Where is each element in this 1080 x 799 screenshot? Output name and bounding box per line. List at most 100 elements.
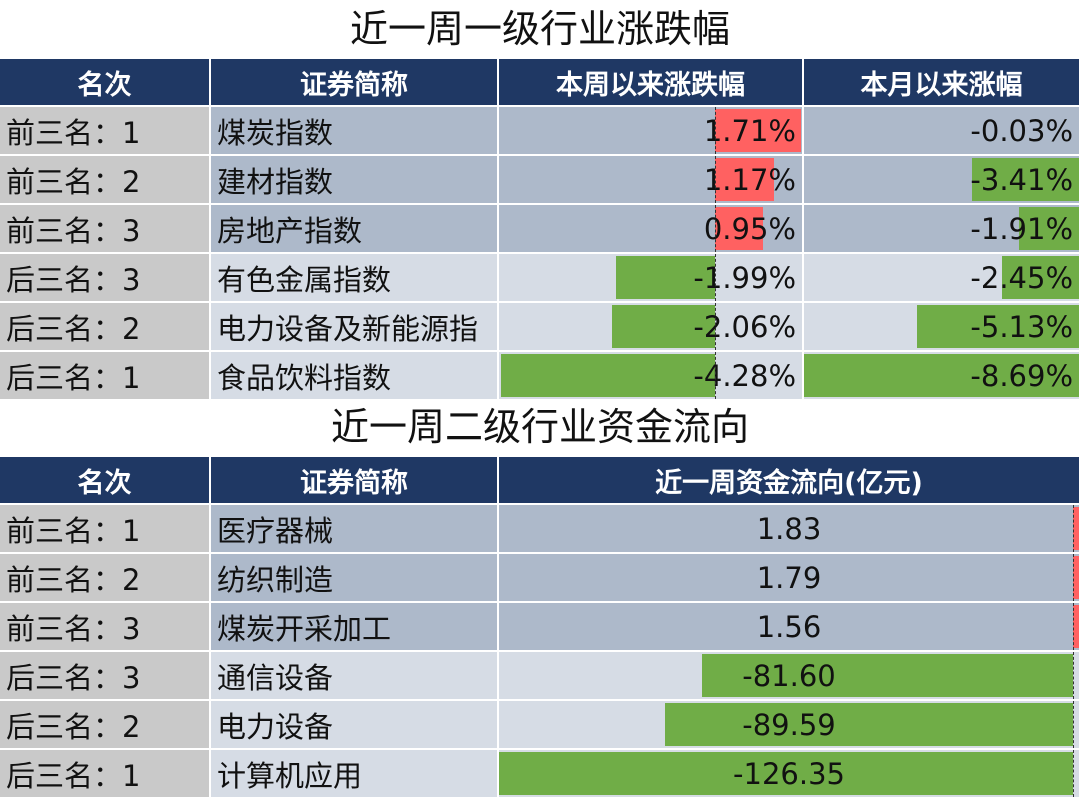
rank-cell: 后三名：1 <box>0 351 211 401</box>
header-rank: 名次 <box>0 457 211 505</box>
table2-title: 近一周二级行业资金流向 <box>330 405 749 449</box>
negative-bar <box>803 354 1078 397</box>
table-row: 后三名：1 计算机应用 -126.35 <box>0 749 1080 799</box>
industry-change-table: 名次 证券简称 本周以来涨跌幅 本月以来涨幅 前三名：1 煤炭指数 1.71% -0.… <box>0 59 1080 401</box>
rank-cell: 前三名：1 <box>0 106 211 156</box>
month-change-cell: -3.41% <box>803 155 1080 205</box>
table-row: 前三名：2 纺织制造 1.79 <box>0 553 1080 603</box>
week-change-cell: 1.17% <box>498 155 804 205</box>
fund-flow-cell: 1.79 <box>498 553 1080 603</box>
rank-cell: 后三名：2 <box>0 700 211 750</box>
week-change-cell: -2.06% <box>498 302 804 352</box>
header-rank: 名次 <box>0 59 211 107</box>
table-row: 前三名：3 煤炭开采加工 1.56 <box>0 602 1080 652</box>
cell-value: 1.17% <box>703 162 796 197</box>
rank-cell: 后三名：2 <box>0 302 211 352</box>
negative-bar <box>701 654 1073 697</box>
fund-flow-cell: 1.83 <box>498 504 1080 554</box>
week-change-cell: 0.95% <box>498 204 804 254</box>
table-row: 后三名：2 电力设备 -89.59 <box>0 700 1080 750</box>
cell-value: 1.71% <box>703 113 796 148</box>
zero-axis <box>715 156 716 202</box>
table-row: 后三名：1 食品饮料指数 -4.28% -8.69% <box>0 351 1080 401</box>
rank-cell: 前三名：2 <box>0 553 211 603</box>
negative-bar <box>665 703 1073 746</box>
table-row: 前三名：1 医疗器械 1.83 <box>0 504 1080 554</box>
table1-title: 近一周一级行业涨跌幅 <box>349 7 730 51</box>
month-change-cell: -8.69% <box>803 351 1080 401</box>
rank-cell: 前三名：2 <box>0 155 211 205</box>
positive-bar <box>715 207 763 250</box>
fund-flow-cell: -89.59 <box>498 700 1080 750</box>
header-month-change: 本月以来涨幅 <box>803 59 1080 107</box>
fund-flow-cell: 1.56 <box>498 602 1080 652</box>
cell-value: -89.59 <box>742 707 836 742</box>
cell-value: 1.79 <box>756 560 822 595</box>
negative-bar <box>971 158 1078 201</box>
name-cell: 食品饮料指数 <box>210 351 499 401</box>
cell-value: -2.45% <box>970 260 1073 295</box>
zero-axis <box>1073 750 1074 796</box>
table-row: 前三名：2 建材指数 1.17% -3.41% <box>0 155 1080 205</box>
header-fund-flow: 近一周资金流向(亿元) <box>498 457 1080 505</box>
cell-value: -4.28% <box>693 358 796 393</box>
cell-value: 1.56 <box>756 609 822 644</box>
positive-bar <box>1073 556 1078 599</box>
name-cell: 有色金属指数 <box>210 253 499 303</box>
header-week-change: 本周以来涨跌幅 <box>498 59 804 107</box>
name-cell: 煤炭指数 <box>210 106 499 156</box>
negative-bar <box>1019 207 1078 250</box>
cell-value: -5.13% <box>970 309 1073 344</box>
rank-cell: 前三名：1 <box>0 504 211 554</box>
table-row: 前三名：3 房地产指数 0.95% -1.91% <box>0 204 1080 254</box>
positive-bar <box>1073 507 1078 550</box>
cell-value: -126.35 <box>733 756 845 791</box>
name-cell: 计算机应用 <box>210 749 499 799</box>
name-cell: 纺织制造 <box>210 553 499 603</box>
header-name: 证券简称 <box>210 59 499 107</box>
table-row: 后三名：2 电力设备及新能源指 -2.06% -5.13% <box>0 302 1080 352</box>
zero-axis <box>715 254 716 300</box>
zero-axis <box>1073 603 1074 649</box>
rank-cell: 后三名：3 <box>0 253 211 303</box>
zero-axis <box>715 205 716 251</box>
negative-bar <box>612 305 715 348</box>
fund-flow-table: 名次 证券简称 近一周资金流向(亿元) 前三名：1 医疗器械 1.83 前三名：2 纺织… <box>0 457 1080 799</box>
cell-value: -2.06% <box>693 309 796 344</box>
table-row: 前三名：1 煤炭指数 1.71% -0.03% <box>0 106 1080 156</box>
name-cell: 建材指数 <box>210 155 499 205</box>
month-change-cell: -0.03% <box>803 106 1080 156</box>
rank-cell: 后三名：3 <box>0 651 211 701</box>
month-change-cell: -1.91% <box>803 204 1080 254</box>
zero-axis <box>1073 701 1074 747</box>
header-name: 证券简称 <box>210 457 499 505</box>
month-change-cell: -2.45% <box>803 253 1080 303</box>
cell-value: 0.95% <box>703 211 796 246</box>
name-cell: 电力设备 <box>210 700 499 750</box>
zero-axis <box>1073 554 1074 600</box>
fund-flow-cell: -126.35 <box>498 749 1080 799</box>
negative-bar <box>501 354 715 397</box>
negative-bar <box>1002 256 1078 299</box>
rank-cell: 后三名：1 <box>0 749 211 799</box>
week-change-cell: -1.99% <box>498 253 804 303</box>
zero-axis <box>715 107 716 153</box>
cell-value: -8.69% <box>970 358 1073 393</box>
zero-axis <box>1073 652 1074 698</box>
cell-value: -0.03% <box>970 113 1073 148</box>
cell-value: -1.99% <box>693 260 796 295</box>
rank-cell: 前三名：3 <box>0 602 211 652</box>
name-cell: 医疗器械 <box>210 504 499 554</box>
name-cell: 通信设备 <box>210 651 499 701</box>
name-cell: 煤炭开采加工 <box>210 602 499 652</box>
positive-bar <box>1073 605 1078 648</box>
table-row: 后三名：3 有色金属指数 -1.99% -2.45% <box>0 253 1080 303</box>
cell-value: -81.60 <box>742 658 836 693</box>
cell-value: -3.41% <box>970 162 1073 197</box>
cell-value: 1.83 <box>756 511 822 546</box>
rank-cell: 前三名：3 <box>0 204 211 254</box>
negative-bar <box>615 256 715 299</box>
zero-axis <box>715 303 716 349</box>
positive-bar <box>715 158 774 201</box>
week-change-cell: -4.28% <box>498 351 804 401</box>
